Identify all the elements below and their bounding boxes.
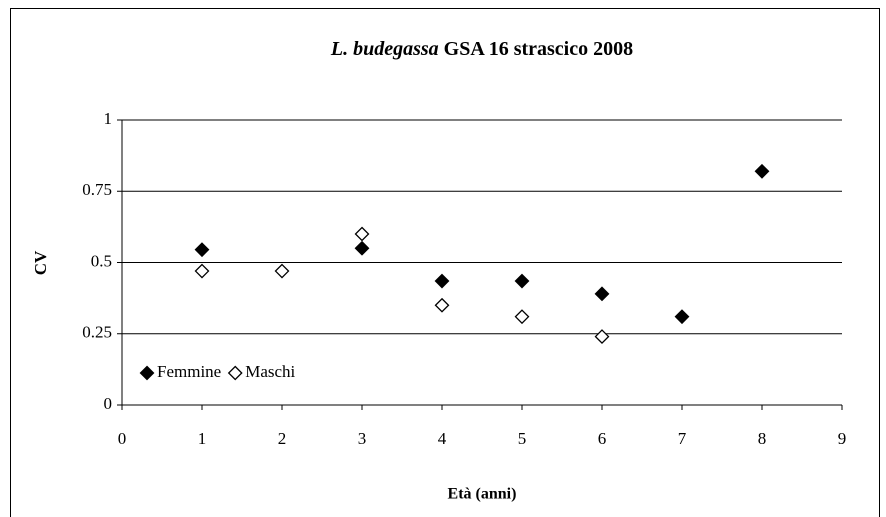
y-tick-label: 0 — [104, 394, 113, 413]
point — [434, 297, 450, 313]
x-tick-label: 7 — [678, 429, 687, 448]
x-tick-label: 0 — [118, 429, 127, 448]
chart-title: L. budegassa GSA 16 strascico 2008 — [330, 38, 633, 60]
point — [274, 263, 290, 279]
title-species: L. budegassa — [330, 38, 439, 60]
y-axis-label: CV — [31, 250, 50, 275]
legend-marker — [227, 365, 243, 381]
legend-marker — [139, 365, 155, 381]
point — [594, 329, 610, 345]
x-axis-label: Età (anni) — [448, 486, 517, 503]
x-tick-label: 1 — [198, 429, 207, 448]
x-tick-label: 3 — [358, 429, 367, 448]
y-tick-label: 1 — [104, 109, 113, 128]
legend-label: Femmine — [157, 362, 221, 381]
x-tick-label: 8 — [758, 429, 767, 448]
point — [514, 273, 530, 289]
point — [354, 226, 370, 242]
point — [754, 163, 770, 179]
y-tick-label: 0.25 — [82, 323, 112, 342]
x-tick-label: 5 — [518, 429, 527, 448]
point — [354, 240, 370, 256]
x-tick-label: 2 — [278, 429, 287, 448]
y-tick-label: 0.5 — [91, 251, 112, 270]
point — [194, 263, 210, 279]
x-tick-label: 9 — [838, 429, 847, 448]
point — [194, 242, 210, 258]
title-rest: GSA 16 strascico 2008 — [444, 38, 633, 60]
x-tick-label: 4 — [438, 429, 447, 448]
x-tick-label: 6 — [598, 429, 607, 448]
point — [434, 273, 450, 289]
y-tick-label: 0.75 — [82, 180, 112, 199]
point — [514, 309, 530, 325]
legend-label: Maschi — [245, 362, 295, 381]
point — [674, 309, 690, 325]
point — [594, 286, 610, 302]
